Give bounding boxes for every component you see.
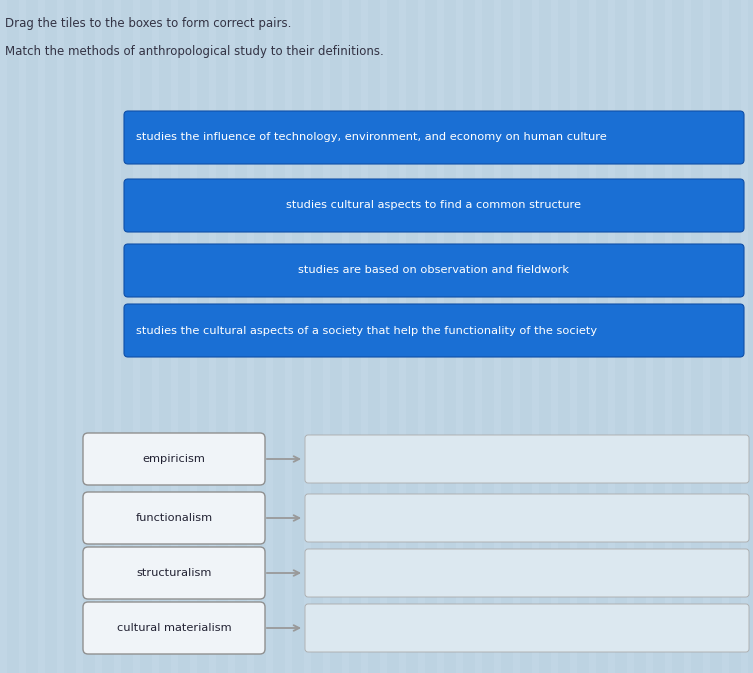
Bar bbox=[646, 0, 653, 673]
Bar bbox=[114, 0, 121, 673]
Text: structuralism: structuralism bbox=[136, 568, 212, 578]
Bar bbox=[741, 0, 748, 673]
Bar bbox=[133, 0, 140, 673]
Bar bbox=[532, 0, 539, 673]
Text: studies are based on observation and fieldwork: studies are based on observation and fie… bbox=[298, 266, 569, 275]
Bar bbox=[399, 0, 406, 673]
FancyBboxPatch shape bbox=[124, 111, 744, 164]
Bar bbox=[456, 0, 463, 673]
Bar bbox=[380, 0, 387, 673]
Bar bbox=[627, 0, 634, 673]
Bar bbox=[304, 0, 311, 673]
Bar bbox=[171, 0, 178, 673]
FancyBboxPatch shape bbox=[305, 435, 749, 483]
Bar bbox=[190, 0, 197, 673]
FancyBboxPatch shape bbox=[83, 492, 265, 544]
FancyBboxPatch shape bbox=[305, 549, 749, 597]
FancyBboxPatch shape bbox=[305, 494, 749, 542]
Bar bbox=[418, 0, 425, 673]
Bar bbox=[323, 0, 330, 673]
Bar bbox=[437, 0, 444, 673]
Bar bbox=[76, 0, 83, 673]
FancyBboxPatch shape bbox=[83, 602, 265, 654]
Bar bbox=[342, 0, 349, 673]
Text: functionalism: functionalism bbox=[136, 513, 212, 523]
Bar bbox=[285, 0, 292, 673]
Bar bbox=[703, 0, 710, 673]
Bar bbox=[494, 0, 501, 673]
Bar bbox=[209, 0, 216, 673]
FancyBboxPatch shape bbox=[124, 179, 744, 232]
FancyBboxPatch shape bbox=[83, 433, 265, 485]
Bar bbox=[361, 0, 368, 673]
Bar bbox=[589, 0, 596, 673]
Text: studies the influence of technology, environment, and economy on human culture: studies the influence of technology, env… bbox=[136, 133, 607, 143]
FancyBboxPatch shape bbox=[83, 547, 265, 599]
Text: cultural materialism: cultural materialism bbox=[117, 623, 231, 633]
Bar bbox=[608, 0, 615, 673]
Text: Drag the tiles to the boxes to form correct pairs.: Drag the tiles to the boxes to form corr… bbox=[5, 17, 291, 30]
Text: studies cultural aspects to find a common structure: studies cultural aspects to find a commo… bbox=[286, 201, 581, 211]
Bar bbox=[266, 0, 273, 673]
Bar bbox=[152, 0, 159, 673]
Bar bbox=[95, 0, 102, 673]
Bar bbox=[228, 0, 235, 673]
Text: Match the methods of anthropological study to their definitions.: Match the methods of anthropological stu… bbox=[5, 46, 384, 59]
Bar bbox=[475, 0, 482, 673]
Bar bbox=[551, 0, 558, 673]
Bar bbox=[665, 0, 672, 673]
Bar bbox=[722, 0, 729, 673]
Bar bbox=[570, 0, 577, 673]
Bar bbox=[38, 0, 45, 673]
Bar bbox=[684, 0, 691, 673]
FancyBboxPatch shape bbox=[124, 304, 744, 357]
Text: empiricism: empiricism bbox=[142, 454, 206, 464]
Bar bbox=[247, 0, 254, 673]
Bar bbox=[0, 0, 7, 673]
Bar bbox=[19, 0, 26, 673]
FancyBboxPatch shape bbox=[305, 604, 749, 652]
FancyBboxPatch shape bbox=[124, 244, 744, 297]
Bar bbox=[513, 0, 520, 673]
Text: studies the cultural aspects of a society that help the functionality of the soc: studies the cultural aspects of a societ… bbox=[136, 326, 597, 336]
Bar bbox=[57, 0, 64, 673]
